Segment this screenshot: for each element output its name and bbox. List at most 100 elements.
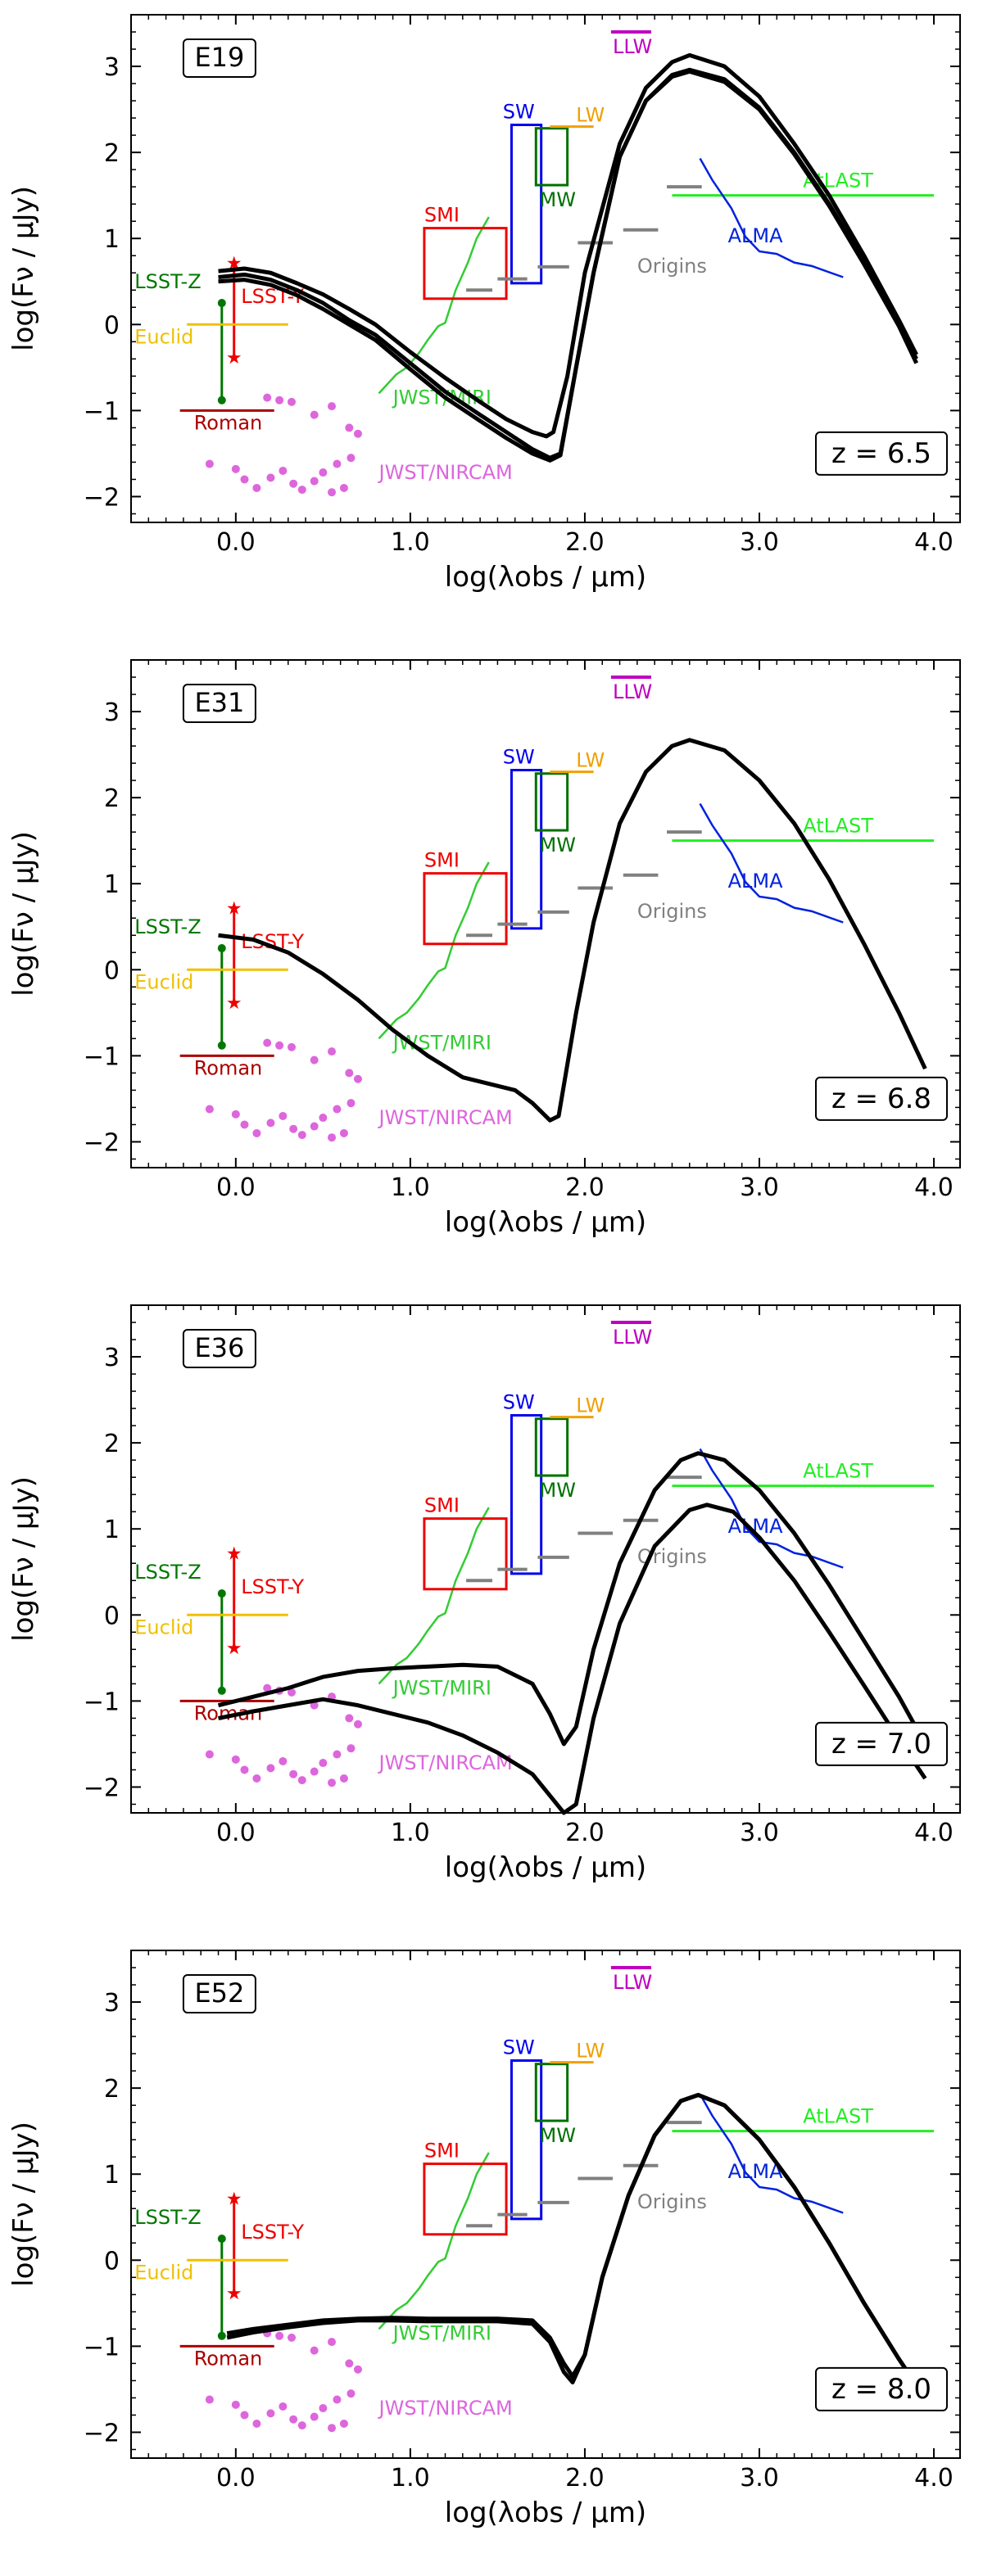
alma-line [699,157,844,278]
x-axis-label: log(λobs / μm) [445,1851,646,1884]
nircam-point [328,1778,337,1787]
x-tick-label: 4.0 [914,528,954,557]
lw-label: LW [576,104,605,127]
miri-line [378,216,490,395]
lw-label: LW [576,1394,605,1417]
nircam-point [345,423,354,432]
euclid-label: Euclid [134,2261,193,2284]
nircam-point [339,483,348,492]
nircam-point [328,2424,337,2433]
nircam-point [333,2395,342,2404]
lsst-y-marker: ★ [226,2190,242,2210]
sed-curve-3 [218,69,918,463]
galaxy-label: E36 [194,1332,244,1363]
mw-label: MW [540,2124,576,2147]
lsst-z-marker [217,395,226,404]
x-tick-label: 3.0 [740,2464,779,2492]
miri-line [378,1507,490,1685]
mw-label: MW [540,188,576,211]
y-tick-label: 3 [104,1344,120,1372]
nircam-point [279,1111,288,1120]
nircam-point [339,1128,348,1137]
nircam-point [205,1105,214,1114]
nircam-point [240,2411,249,2420]
sw-box [510,2059,543,2221]
nircam-point [275,2331,284,2340]
roman-label: Roman [194,412,263,435]
nircam-point [288,2333,297,2342]
roman-label: Roman [194,2348,263,2370]
panel-e36: 0.0 1.0 2.0 3.0 4.0 −2 −1 0 1 2 3 log(λobs / μm) log… [7,1304,961,1884]
nircam-point [252,483,261,492]
nircam-point [345,1714,354,1723]
nircam-point [289,1769,298,1778]
y-tick-label: 2 [104,784,120,813]
nircam-point [266,1119,275,1128]
sed-curve-1 [217,1451,927,1747]
panel-e31: 0.0 1.0 2.0 3.0 4.0 −2 −1 0 1 2 3 log(λobs / μm) log… [7,659,961,1239]
sw-label: SW [503,101,535,124]
nircam-point [231,464,240,473]
nircam-point [289,479,298,488]
lsst-z-label: LSST-Z [134,915,201,938]
nircam-point [266,2409,275,2418]
nircam-point [347,454,356,463]
nircam-point [328,1133,337,1142]
lsst-z-marker [217,944,226,953]
x-tick-label: 3.0 [740,528,779,557]
nircam-point [310,410,319,419]
y-tick-label: −2 [84,1774,120,1802]
lsst-z-marker [217,1041,226,1050]
nircam-point [297,2421,306,2430]
sed-curve-2 [218,1503,927,1815]
y-tick-label: −1 [84,2333,120,2361]
nircam-point [333,1750,342,1759]
y-tick-label: −1 [84,397,120,426]
nircam-label: JWST/NIRCAM [378,1751,513,1774]
galaxy-label-box [182,1974,256,2013]
sed-curve-1 [218,738,927,1123]
nircam-point [353,429,362,438]
sw-label: SW [503,2036,535,2059]
lsst-z-label: LSST-Z [134,270,201,293]
nircam-point [333,1105,342,1114]
nircam-point [205,459,214,468]
x-tick-label: 2.0 [565,528,605,557]
nircam-point [328,2338,337,2347]
lsst-z-marker [217,299,226,308]
plot-frame [130,659,961,1168]
plot-frame [130,1304,961,1814]
redshift-box [815,1721,948,1766]
sw-label: SW [503,1391,535,1414]
nircam-point [310,1055,319,1064]
nircam-point [240,475,249,484]
origins-label: Origins [637,900,707,923]
nircam-point [263,393,272,402]
mw-label: MW [540,834,576,856]
nircam-point [310,477,319,486]
atlast-label: AtLAST [803,2105,873,2128]
nircam-point [353,1074,362,1083]
euclid-label: Euclid [134,970,193,993]
alma-line [699,2093,844,2214]
nircam-point [328,488,337,497]
nircam-point [266,1764,275,1773]
nircam-point [231,2400,240,2409]
x-tick-label: 4.0 [914,2464,954,2492]
nircam-label: JWST/NIRCAM [378,2397,513,2420]
lsst-y-label: LSST-Y [241,1575,304,1598]
plot-frame [130,14,961,523]
origins-label: Origins [637,255,707,278]
mw-box [534,127,569,187]
llw-label: LLW [613,1971,652,1994]
nircam-point [310,1767,319,1776]
lsst-y-marker: ★ [226,899,242,920]
lw-label: LW [576,2040,605,2063]
nircam-point [205,1750,214,1759]
nircam-point [319,1114,328,1123]
nircam-point [339,2419,348,2428]
nircam-point [288,1688,297,1697]
y-axis-label: log(Fν / μJy) [7,831,40,997]
x-tick-label: 4.0 [914,1173,954,1202]
y-tick-label: 1 [104,1516,120,1544]
